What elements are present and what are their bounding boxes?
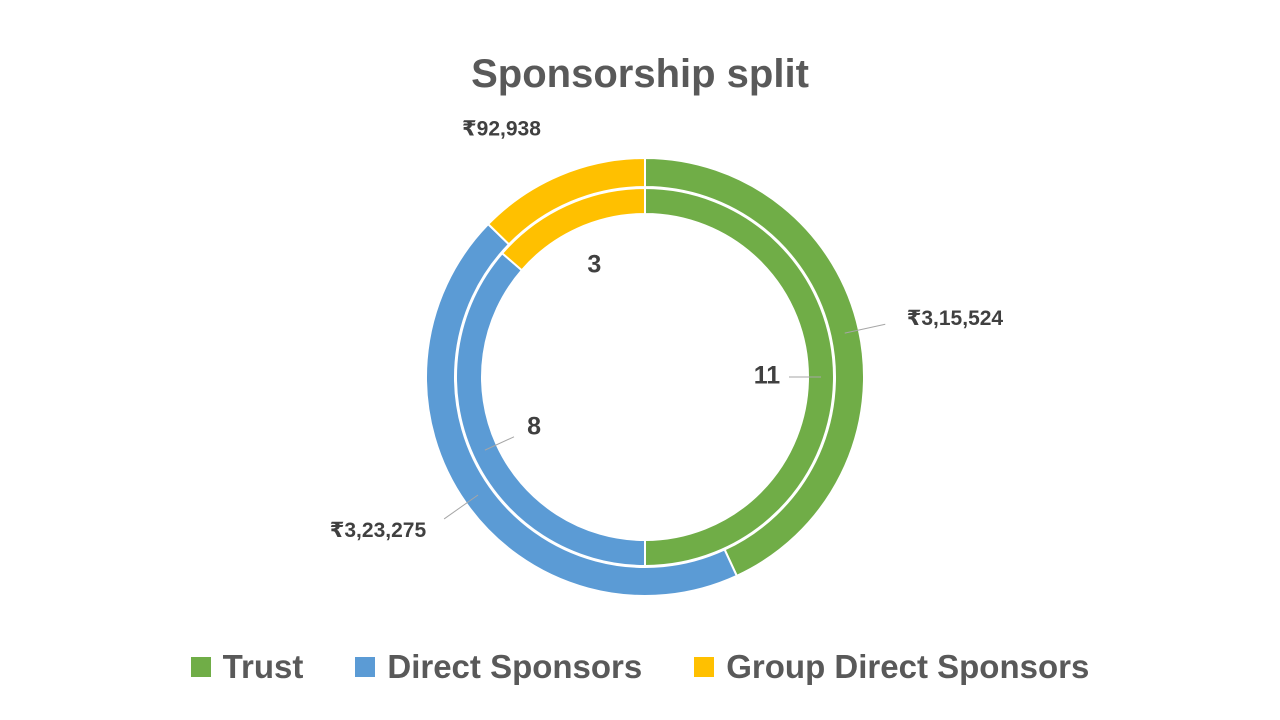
outer-leader-trust bbox=[844, 323, 886, 334]
inner-ring bbox=[455, 186, 835, 568]
legend-swatch-direct-sponsors bbox=[355, 657, 376, 677]
inner-label-direct-sponsors: 8 bbox=[527, 412, 541, 440]
outer-label-group-direct-sponsors: ₹92,938 bbox=[462, 118, 541, 141]
legend: Trust Direct Sponsors Group Direct Spons… bbox=[0, 648, 1280, 686]
inner-label-trust: 11 bbox=[754, 362, 781, 390]
legend-swatch-trust bbox=[190, 657, 211, 677]
data-labels: ₹3,15,524 ₹3,23,275 ₹92,938 11 8 3 bbox=[330, 118, 1004, 543]
outer-label-direct-sponsors: ₹3,23,275 bbox=[330, 519, 427, 542]
legend-label-direct-sponsors: Direct Sponsors bbox=[387, 648, 643, 685]
inner-slice-group-direct-sponsors[interactable] bbox=[500, 186, 646, 272]
inner-label-group-direct-sponsors: 3 bbox=[587, 251, 601, 279]
outer-leader-direct-sponsors bbox=[443, 494, 479, 520]
legend-label-trust: Trust bbox=[222, 648, 304, 685]
legend-swatch-group-direct-sponsors bbox=[694, 657, 715, 677]
inner-leader-direct-sponsors bbox=[484, 436, 515, 451]
legend-item-group-direct-sponsors[interactable]: Group Direct Sponsors bbox=[694, 648, 1089, 686]
legend-item-trust[interactable]: Trust bbox=[190, 648, 304, 686]
legend-label-group-direct-sponsors: Group Direct Sponsors bbox=[726, 648, 1090, 685]
chart-title: Sponsorship split bbox=[471, 52, 809, 96]
legend-item-direct-sponsors[interactable]: Direct Sponsors bbox=[355, 648, 642, 686]
outer-label-trust: ₹3,15,524 bbox=[907, 307, 1004, 330]
leader-lines bbox=[443, 323, 886, 520]
